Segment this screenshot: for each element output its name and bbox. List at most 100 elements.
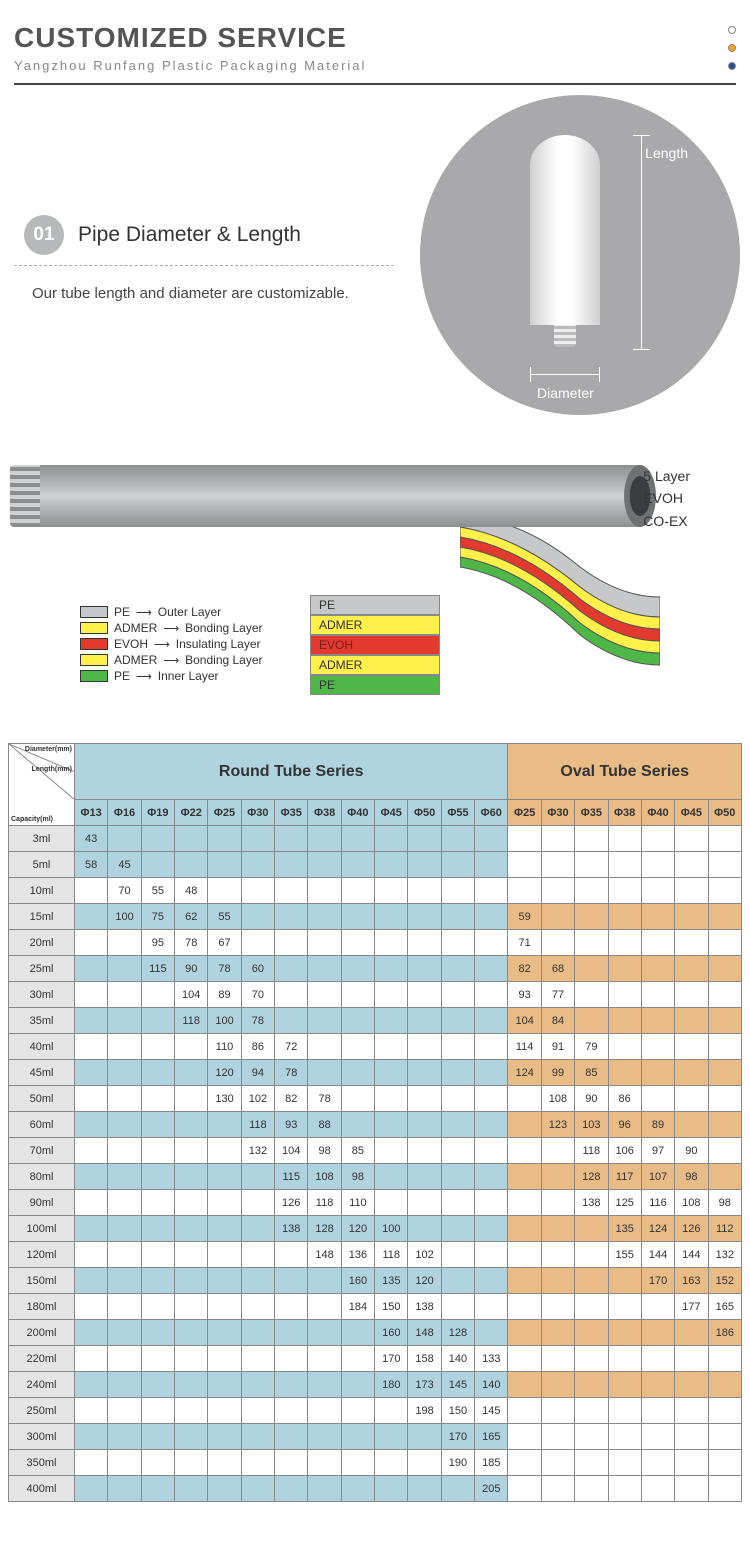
round-cell bbox=[408, 956, 441, 982]
round-cell bbox=[75, 1372, 108, 1398]
round-cell bbox=[375, 1008, 408, 1034]
oval-cell bbox=[575, 904, 608, 930]
round-cell bbox=[75, 1346, 108, 1372]
oval-cell: 93 bbox=[508, 982, 541, 1008]
round-cell bbox=[141, 1164, 174, 1190]
oval-cell bbox=[675, 1398, 708, 1424]
round-cell bbox=[175, 1346, 208, 1372]
round-cell bbox=[75, 1112, 108, 1138]
oval-cell: 186 bbox=[708, 1320, 741, 1346]
round-cell bbox=[275, 1268, 308, 1294]
round-cell bbox=[275, 1372, 308, 1398]
oval-cell bbox=[708, 1450, 741, 1476]
round-cell bbox=[241, 1372, 274, 1398]
oval-cell bbox=[541, 1476, 574, 1502]
oval-cell bbox=[708, 1398, 741, 1424]
group-round: Round Tube Series bbox=[75, 744, 508, 800]
layer-tag: 5 Layer bbox=[643, 465, 690, 487]
round-cell bbox=[408, 1086, 441, 1112]
col-header-round: Φ45 bbox=[375, 800, 408, 826]
round-cell bbox=[175, 852, 208, 878]
round-cell bbox=[208, 826, 241, 852]
round-cell bbox=[341, 1424, 374, 1450]
oval-cell bbox=[675, 1060, 708, 1086]
round-cell bbox=[208, 1216, 241, 1242]
oval-cell bbox=[541, 1216, 574, 1242]
oval-cell bbox=[608, 878, 641, 904]
round-cell bbox=[308, 1034, 341, 1060]
round-cell bbox=[475, 1008, 508, 1034]
round-cell bbox=[441, 878, 474, 904]
capacity-cell: 30ml bbox=[9, 982, 75, 1008]
round-cell bbox=[341, 1034, 374, 1060]
oval-cell bbox=[708, 852, 741, 878]
tube-illustration bbox=[530, 135, 600, 325]
round-cell bbox=[341, 1450, 374, 1476]
oval-cell bbox=[541, 1346, 574, 1372]
legend-row: ADMER⟶Bonding Layer bbox=[80, 653, 263, 667]
oval-cell bbox=[508, 1112, 541, 1138]
layer-tags: 5 Layer EVOH CO-EX bbox=[643, 465, 690, 532]
oval-cell: 118 bbox=[575, 1138, 608, 1164]
oval-cell bbox=[508, 1164, 541, 1190]
col-header-oval: Φ25 bbox=[508, 800, 541, 826]
oval-cell bbox=[708, 1424, 741, 1450]
round-cell bbox=[241, 1476, 274, 1502]
round-cell bbox=[108, 956, 141, 982]
round-cell bbox=[141, 1320, 174, 1346]
round-cell bbox=[208, 1450, 241, 1476]
round-cell bbox=[75, 1008, 108, 1034]
col-header-round: Φ16 bbox=[108, 800, 141, 826]
round-cell bbox=[175, 1372, 208, 1398]
round-cell bbox=[308, 1424, 341, 1450]
round-cell bbox=[275, 1450, 308, 1476]
round-cell: 104 bbox=[175, 982, 208, 1008]
oval-cell: 123 bbox=[541, 1112, 574, 1138]
oval-cell bbox=[641, 1320, 674, 1346]
header: CUSTOMIZED SERVICE Yangzhou Runfang Plas… bbox=[0, 0, 750, 95]
peel-layers-graphic bbox=[460, 527, 660, 687]
round-cell bbox=[75, 1216, 108, 1242]
round-cell bbox=[141, 1086, 174, 1112]
oval-cell bbox=[541, 1268, 574, 1294]
round-cell: 60 bbox=[241, 956, 274, 982]
decorative-dots bbox=[728, 26, 736, 70]
round-cell bbox=[475, 1216, 508, 1242]
oval-cell bbox=[541, 1242, 574, 1268]
round-cell: 55 bbox=[208, 904, 241, 930]
oval-cell bbox=[675, 1034, 708, 1060]
legend-role: Bonding Layer bbox=[185, 653, 262, 667]
round-cell: 180 bbox=[375, 1372, 408, 1398]
oval-cell bbox=[541, 878, 574, 904]
oval-cell: 152 bbox=[708, 1268, 741, 1294]
round-cell: 158 bbox=[408, 1346, 441, 1372]
oval-cell: 85 bbox=[575, 1060, 608, 1086]
round-cell bbox=[375, 826, 408, 852]
oval-cell bbox=[575, 982, 608, 1008]
oval-cell: 177 bbox=[675, 1294, 708, 1320]
oval-cell bbox=[641, 982, 674, 1008]
round-cell bbox=[75, 1268, 108, 1294]
round-cell: 132 bbox=[241, 1138, 274, 1164]
round-cell bbox=[141, 982, 174, 1008]
capacity-cell: 220ml bbox=[9, 1346, 75, 1372]
oval-cell bbox=[575, 878, 608, 904]
round-cell bbox=[175, 1242, 208, 1268]
oval-cell bbox=[575, 956, 608, 982]
round-cell bbox=[475, 930, 508, 956]
oval-cell bbox=[608, 1372, 641, 1398]
oval-cell: 97 bbox=[641, 1138, 674, 1164]
round-cell bbox=[475, 982, 508, 1008]
legend-role: Outer Layer bbox=[158, 605, 221, 619]
oval-cell bbox=[541, 1372, 574, 1398]
round-cell: 130 bbox=[208, 1086, 241, 1112]
oval-cell bbox=[641, 1034, 674, 1060]
round-cell bbox=[141, 1372, 174, 1398]
oval-cell: 108 bbox=[541, 1086, 574, 1112]
round-cell bbox=[441, 956, 474, 982]
round-cell bbox=[375, 1086, 408, 1112]
round-cell bbox=[175, 1034, 208, 1060]
oval-cell bbox=[541, 1164, 574, 1190]
oval-cell bbox=[608, 1320, 641, 1346]
step-title: Pipe Diameter & Length bbox=[78, 223, 301, 247]
